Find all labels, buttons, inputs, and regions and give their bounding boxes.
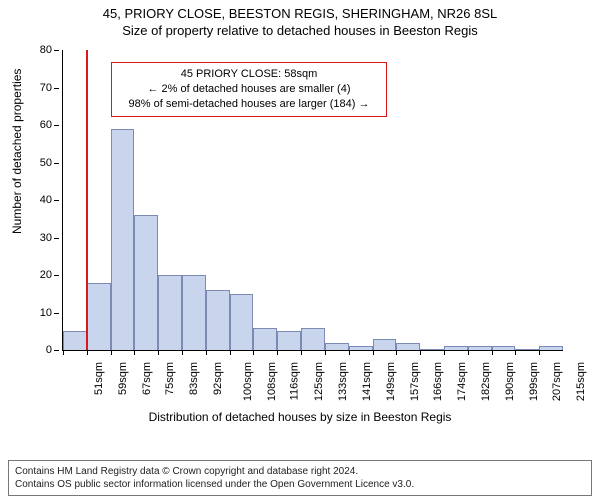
histogram-bar — [158, 275, 182, 350]
x-tick: 92sqm — [212, 362, 224, 395]
plot-area: 45 PRIORY CLOSE: 58sqm← 2% of detached h… — [62, 50, 563, 351]
x-tick-mark — [277, 350, 278, 355]
y-tick: 10 — [0, 307, 62, 319]
x-tick-mark — [325, 350, 326, 355]
x-tick-mark — [111, 350, 112, 355]
histogram-bar — [182, 275, 206, 350]
x-axis-label: Distribution of detached houses by size … — [0, 410, 600, 424]
x-tick: 83sqm — [188, 362, 200, 395]
x-tick-mark — [87, 350, 88, 355]
x-tick-mark — [158, 350, 159, 355]
y-tick: 50 — [0, 157, 62, 169]
x-tick: 125sqm — [313, 362, 325, 401]
x-tick: 190sqm — [504, 362, 516, 401]
x-tick-mark — [396, 350, 397, 355]
x-tick-mark — [468, 350, 469, 355]
callout-line: ← 2% of detached houses are smaller (4) — [120, 82, 378, 97]
x-tick: 215sqm — [575, 362, 587, 401]
x-tick: 75sqm — [164, 362, 176, 395]
histogram-bar — [373, 339, 397, 350]
histogram-bar — [301, 328, 325, 351]
x-tick-mark — [253, 350, 254, 355]
x-tick-mark — [206, 350, 207, 355]
histogram-bar — [444, 346, 468, 350]
x-tick: 182sqm — [480, 362, 492, 401]
callout-line: 45 PRIORY CLOSE: 58sqm — [120, 67, 378, 82]
y-tick: 20 — [0, 269, 62, 281]
y-tick: 40 — [0, 194, 62, 206]
x-tick-mark — [301, 350, 302, 355]
x-tick-mark — [230, 350, 231, 355]
x-tick: 149sqm — [385, 362, 397, 401]
x-tick-mark — [182, 350, 183, 355]
x-tick: 51sqm — [93, 362, 105, 395]
y-tick: 80 — [0, 44, 62, 56]
histogram-bar — [515, 349, 539, 350]
x-tick: 157sqm — [409, 362, 421, 401]
histogram-bar — [539, 346, 563, 350]
x-tick-mark — [539, 350, 540, 355]
x-tick: 116sqm — [289, 362, 301, 400]
y-tick: 60 — [0, 119, 62, 131]
title-block: 45, PRIORY CLOSE, BEESTON REGIS, SHERING… — [0, 0, 600, 40]
histogram-bar — [349, 346, 373, 350]
x-tick-mark — [492, 350, 493, 355]
x-tick-mark — [349, 350, 350, 355]
y-tick: 70 — [0, 82, 62, 94]
x-tick-mark — [444, 350, 445, 355]
footer-attribution: Contains HM Land Registry data © Crown c… — [8, 460, 592, 496]
x-tick-mark — [515, 350, 516, 355]
histogram-bar — [206, 290, 230, 350]
x-tick-mark — [420, 350, 421, 355]
histogram-bar — [492, 346, 516, 350]
histogram-bar — [325, 343, 349, 351]
x-tick-mark — [63, 350, 64, 355]
callout-box: 45 PRIORY CLOSE: 58sqm← 2% of detached h… — [111, 62, 387, 117]
title-line-1: 45, PRIORY CLOSE, BEESTON REGIS, SHERING… — [0, 6, 600, 23]
x-tick: 141sqm — [361, 362, 373, 401]
x-tick: 59sqm — [117, 362, 129, 395]
y-tick: 0 — [0, 344, 62, 356]
histogram-bar — [253, 328, 277, 351]
chart: Number of detached properties 45 PRIORY … — [0, 44, 600, 424]
title-line-2: Size of property relative to detached ho… — [0, 23, 600, 40]
footer-line-1: Contains HM Land Registry data © Crown c… — [15, 465, 585, 478]
x-tick: 108sqm — [266, 362, 278, 401]
x-tick-mark — [373, 350, 374, 355]
histogram-bar — [87, 283, 111, 351]
reference-marker — [86, 50, 88, 350]
x-tick: 174sqm — [456, 362, 468, 401]
x-tick-mark — [134, 350, 135, 355]
y-tick: 30 — [0, 232, 62, 244]
histogram-bar — [134, 215, 158, 350]
x-tick: 100sqm — [242, 362, 254, 401]
footer-line-2: Contains OS public sector information li… — [15, 478, 585, 491]
histogram-bar — [230, 294, 254, 350]
histogram-bar — [396, 343, 420, 351]
x-tick: 199sqm — [528, 362, 540, 401]
x-tick: 133sqm — [337, 362, 349, 401]
histogram-bar — [111, 129, 135, 350]
histogram-bar — [277, 331, 301, 350]
histogram-bar — [420, 349, 444, 350]
x-tick: 207sqm — [552, 362, 564, 401]
callout-line: 98% of semi-detached houses are larger (… — [120, 97, 378, 112]
histogram-bar — [63, 331, 87, 350]
x-tick: 166sqm — [432, 362, 444, 401]
histogram-bar — [468, 346, 492, 350]
x-tick: 67sqm — [141, 362, 153, 395]
